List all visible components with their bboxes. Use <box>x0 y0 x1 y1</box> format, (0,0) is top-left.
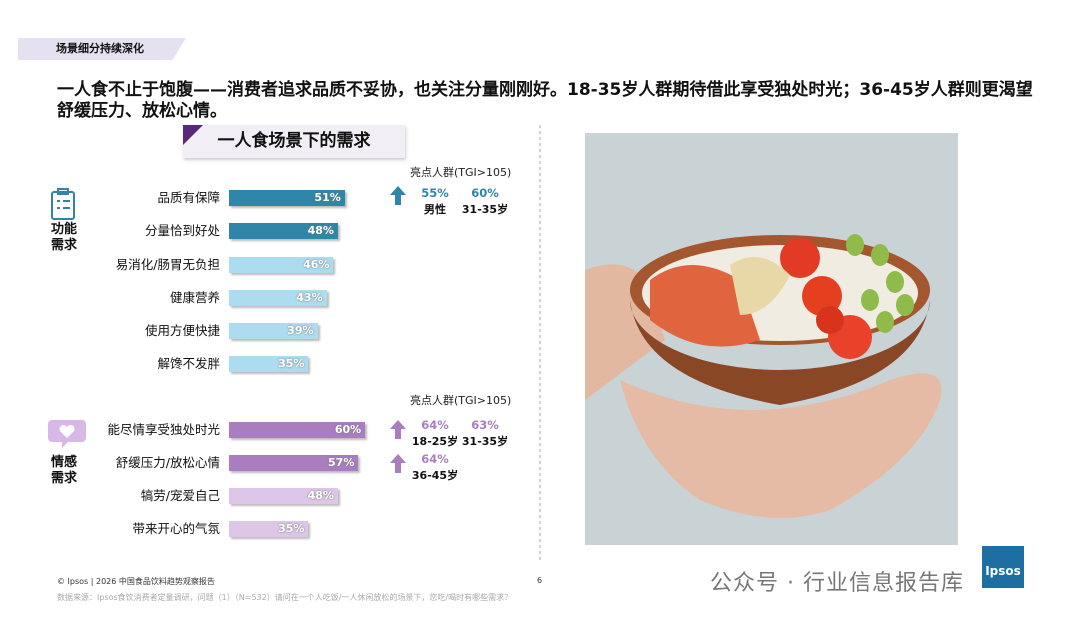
category-label: 解馋不发胖 <box>157 356 220 371</box>
highlight-header: 亮点人群(TGI>105) <box>410 166 512 179</box>
highlight-value: 64% <box>421 452 449 466</box>
source-note: 数据来源：Ipsos食饮消费者定量调研，问题（1）（N=532）请问在一个人吃饭… <box>57 593 513 602</box>
headline: 一人食不止于饱腹——消费者追求品质不妥协，也关注分量刚刚好。18-35岁人群期待… <box>57 80 1033 121</box>
highlight-value: 63% <box>471 418 499 432</box>
watermark: 公众号 · 行业信息报告库 <box>710 571 964 596</box>
highlight-header: 亮点人群(TGI>105) <box>410 394 512 407</box>
value-label: 51% <box>314 191 341 204</box>
value-label: 60% <box>334 423 362 436</box>
highlight-value: 64% <box>421 418 449 432</box>
value-label: 48% <box>307 224 334 237</box>
highlight-label: 31-35岁 <box>461 203 509 216</box>
up-arrow <box>390 454 406 473</box>
highlight-value: 60% <box>471 186 499 200</box>
value-label: 35% <box>278 357 305 370</box>
panel-accent <box>183 125 203 145</box>
bar <box>229 257 334 273</box>
category-label: 犒劳/宠爱自己 <box>140 488 220 503</box>
category-label: 易消化/肠胃无负担 <box>115 257 220 272</box>
bar <box>229 290 327 306</box>
category-label: 能尽情享受独处时光 <box>107 422 220 437</box>
category-label: 健康营养 <box>169 290 220 305</box>
section-tag: 场景细分持续深化 <box>18 38 186 60</box>
category-label: 带来开心的气氛 <box>132 521 220 536</box>
value-label: 48% <box>307 489 334 502</box>
highlight-label: 36-45岁 <box>411 469 459 482</box>
highlight-label: 31-35岁 <box>461 435 509 448</box>
copyright: © Ipsos | 2026 中国食品饮料趋势观察报告 <box>57 577 215 586</box>
bar <box>229 190 345 206</box>
photo <box>585 133 958 545</box>
value-label: 43% <box>296 291 323 304</box>
panel-title: 一人食场景下的需求 <box>183 125 405 158</box>
bar <box>229 422 366 438</box>
value-label: 46% <box>303 258 330 271</box>
category-label: 分量恰到好处 <box>144 223 220 238</box>
value-label: 39% <box>287 324 314 337</box>
category-label: 品质有保障 <box>157 190 220 205</box>
heart-icon <box>48 420 86 448</box>
highlight-label: 18-25岁 <box>411 435 459 448</box>
bar <box>229 455 359 471</box>
value-label: 35% <box>278 522 305 535</box>
clipboard-icon <box>51 188 75 220</box>
up-arrow <box>390 186 406 205</box>
highlight-value: 55% <box>421 186 449 200</box>
bar <box>229 356 309 372</box>
group-label: 功能需求 <box>50 222 77 253</box>
bar <box>229 521 309 537</box>
bar <box>229 488 338 504</box>
category-label: 舒缓压力/放松心情 <box>115 455 220 470</box>
category-label: 使用方便快捷 <box>144 323 220 338</box>
value-label: 57% <box>328 456 355 469</box>
up-arrow <box>390 420 406 439</box>
group-label: 情感需求 <box>50 455 77 486</box>
bar <box>229 223 338 239</box>
logo: Ipsos <box>982 546 1024 588</box>
bar <box>229 323 318 339</box>
highlight-label: 男性 <box>424 203 446 216</box>
page-number: 6 <box>537 576 543 585</box>
